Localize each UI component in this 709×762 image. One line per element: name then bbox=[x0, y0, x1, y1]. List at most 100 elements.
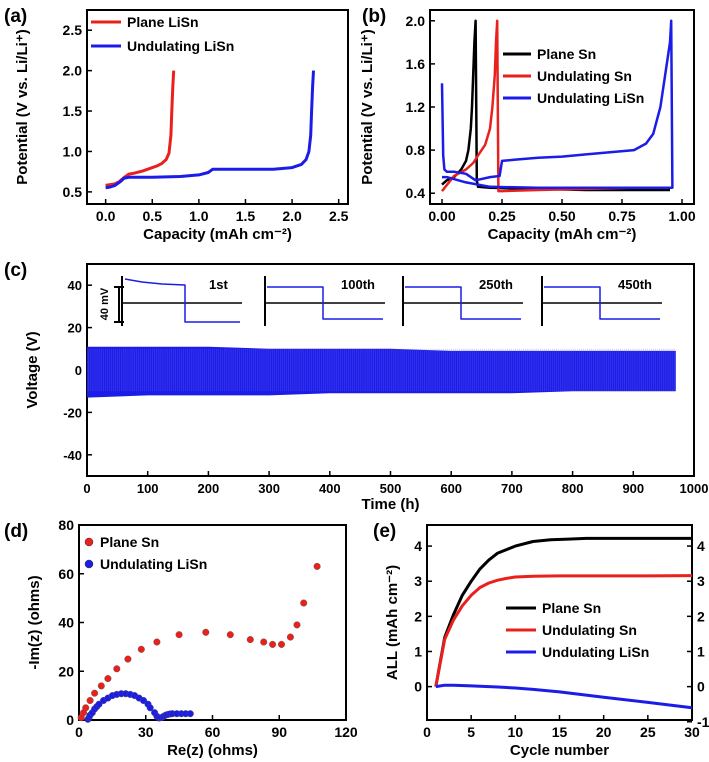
x-tick-label-e: 20 bbox=[596, 724, 612, 740]
x-tick-label-c: 1000 bbox=[680, 481, 709, 496]
panel-label-b: (b) bbox=[362, 6, 386, 27]
y-tick-label-a: 1.0 bbox=[63, 143, 83, 159]
y-tick-label-b: 2.0 bbox=[406, 13, 426, 29]
x-tick-label-c: 300 bbox=[258, 481, 280, 496]
x-tick-label-a: 2.0 bbox=[282, 208, 302, 224]
inset-trace bbox=[544, 286, 660, 320]
x-axis-label-a: Capacity (mAh cm⁻²) bbox=[143, 226, 292, 243]
y-tick-label-c: -20 bbox=[63, 405, 82, 420]
y-tick-label-d: 40 bbox=[58, 615, 74, 631]
scatter-point-d bbox=[95, 700, 103, 708]
scatter-point-d bbox=[286, 633, 294, 641]
scatter-point-d bbox=[278, 640, 286, 648]
series-line-b bbox=[440, 19, 674, 190]
y-axis-label-d: -Im(z) (ohms) bbox=[26, 575, 43, 669]
x-tick-label-e: 30 bbox=[684, 724, 700, 740]
x-tick-label-a: 2.5 bbox=[329, 208, 349, 224]
x-tick-label-b: 0.75 bbox=[608, 208, 635, 224]
scale-bar-label: 40 mV bbox=[99, 287, 111, 320]
legend-marker-d bbox=[84, 559, 94, 569]
scatter-point-d bbox=[260, 638, 268, 646]
y-tick-label-c: -40 bbox=[63, 448, 82, 463]
scatter-point-d bbox=[226, 631, 234, 639]
x-axis-label-b: Capacity (mAh cm⁻²) bbox=[488, 226, 637, 243]
x-axis-label-e: Cycle number bbox=[510, 742, 609, 759]
scatter-point-d bbox=[113, 665, 121, 673]
x-tick-label-e: 25 bbox=[640, 724, 656, 740]
x-axis-label-c: Time (h) bbox=[361, 496, 419, 513]
x-tick-label-b: 0.25 bbox=[488, 208, 515, 224]
x-tick-label-d: 120 bbox=[334, 724, 358, 740]
x-tick-label-c: 900 bbox=[622, 481, 644, 496]
x-tick-label-c: 0 bbox=[83, 481, 90, 496]
x-tick-label-c: 500 bbox=[380, 481, 402, 496]
y-tick-label-c: 40 bbox=[68, 278, 82, 293]
x-tick-label-a: 0.0 bbox=[96, 208, 116, 224]
panel-label-c: (c) bbox=[4, 260, 27, 281]
scatter-point-d bbox=[246, 636, 254, 644]
inset-trace bbox=[405, 286, 521, 320]
x-tick-label-d: 0 bbox=[75, 724, 83, 740]
x-tick-label-d: 60 bbox=[205, 724, 221, 740]
y-tick-label-c: 0 bbox=[75, 363, 82, 378]
legend-label-d: Plane Sn bbox=[100, 534, 159, 550]
inset-label: 250th bbox=[479, 277, 513, 292]
scatter-point-d bbox=[137, 645, 145, 653]
x-tick-label-e: 15 bbox=[552, 724, 568, 740]
scatter-point-d bbox=[300, 599, 308, 607]
legend-label-b: Plane Sn bbox=[537, 46, 596, 62]
legend-label-d: Undulating LiSn bbox=[100, 556, 207, 572]
inset-trace bbox=[267, 286, 383, 320]
legend-label-e: Undulating LiSn bbox=[542, 644, 649, 660]
y-tick-label-e: 0 bbox=[414, 679, 422, 695]
inset-label: 450th bbox=[618, 277, 652, 292]
x-tick-label-e: 5 bbox=[467, 724, 475, 740]
x-tick-label-d: 30 bbox=[138, 724, 154, 740]
x-tick-label-c: 800 bbox=[562, 481, 584, 496]
y-tick-label-a: 1.5 bbox=[63, 103, 83, 119]
inset-label: 1st bbox=[209, 277, 228, 292]
legend-label-a: Undulating LiSn bbox=[127, 38, 234, 54]
scatter-point-d bbox=[91, 689, 99, 697]
legend-label-b: Undulating Sn bbox=[537, 68, 632, 84]
scatter-point-d bbox=[202, 628, 210, 636]
x-axis-label-d: Re(z) (ohms) bbox=[167, 742, 258, 759]
y-tick-label-e: 4 bbox=[414, 538, 422, 554]
x-tick-label-a: 1.0 bbox=[189, 208, 209, 224]
x-tick-label-b: 0.00 bbox=[428, 208, 455, 224]
x-tick-label-e: 10 bbox=[508, 724, 524, 740]
legend-label-e: Plane Sn bbox=[542, 600, 601, 616]
y-tick-label-d: 20 bbox=[58, 663, 74, 679]
scatter-point-d bbox=[186, 710, 194, 718]
y-tick-label-a: 2.5 bbox=[63, 22, 83, 38]
scatter-point-d bbox=[97, 682, 105, 690]
legend-label-a: Plane LiSn bbox=[127, 14, 199, 30]
scatter-point-d bbox=[86, 697, 94, 705]
y2-tick-label-e: 3 bbox=[697, 573, 705, 589]
scatter-point-d bbox=[82, 704, 90, 712]
y-tick-label-d: 60 bbox=[58, 566, 74, 582]
y-axis-label-e: ALL (mAh cm⁻²) bbox=[384, 565, 401, 680]
y-tick-label-b: 1.6 bbox=[406, 56, 426, 72]
scatter-point-d bbox=[124, 655, 132, 663]
scatter-point-d bbox=[139, 697, 147, 705]
x-tick-label-c: 200 bbox=[198, 481, 220, 496]
y-axis-label-b: Potential (V vs. Li/Li⁺) bbox=[359, 29, 376, 184]
series-line-e bbox=[434, 536, 692, 687]
inset-label: 100th bbox=[341, 277, 375, 292]
series-line-e bbox=[435, 683, 693, 710]
y-tick-label-a: 2.0 bbox=[63, 63, 83, 79]
legend-marker-d bbox=[84, 537, 94, 547]
y-tick-label-b: 0.8 bbox=[406, 142, 426, 158]
inset-trace bbox=[124, 278, 240, 323]
panel-label-a: (a) bbox=[4, 6, 27, 27]
x-tick-label-c: 400 bbox=[319, 481, 341, 496]
scatter-point-d bbox=[293, 621, 301, 629]
x-tick-label-b: 1.00 bbox=[668, 208, 695, 224]
x-tick-label-c: 100 bbox=[137, 481, 159, 496]
x-tick-label-a: 1.5 bbox=[236, 208, 256, 224]
panel-label-e: (e) bbox=[373, 521, 396, 542]
y-tick-label-a: 0.5 bbox=[63, 184, 83, 200]
y2-tick-label-e: -1 bbox=[697, 714, 709, 730]
